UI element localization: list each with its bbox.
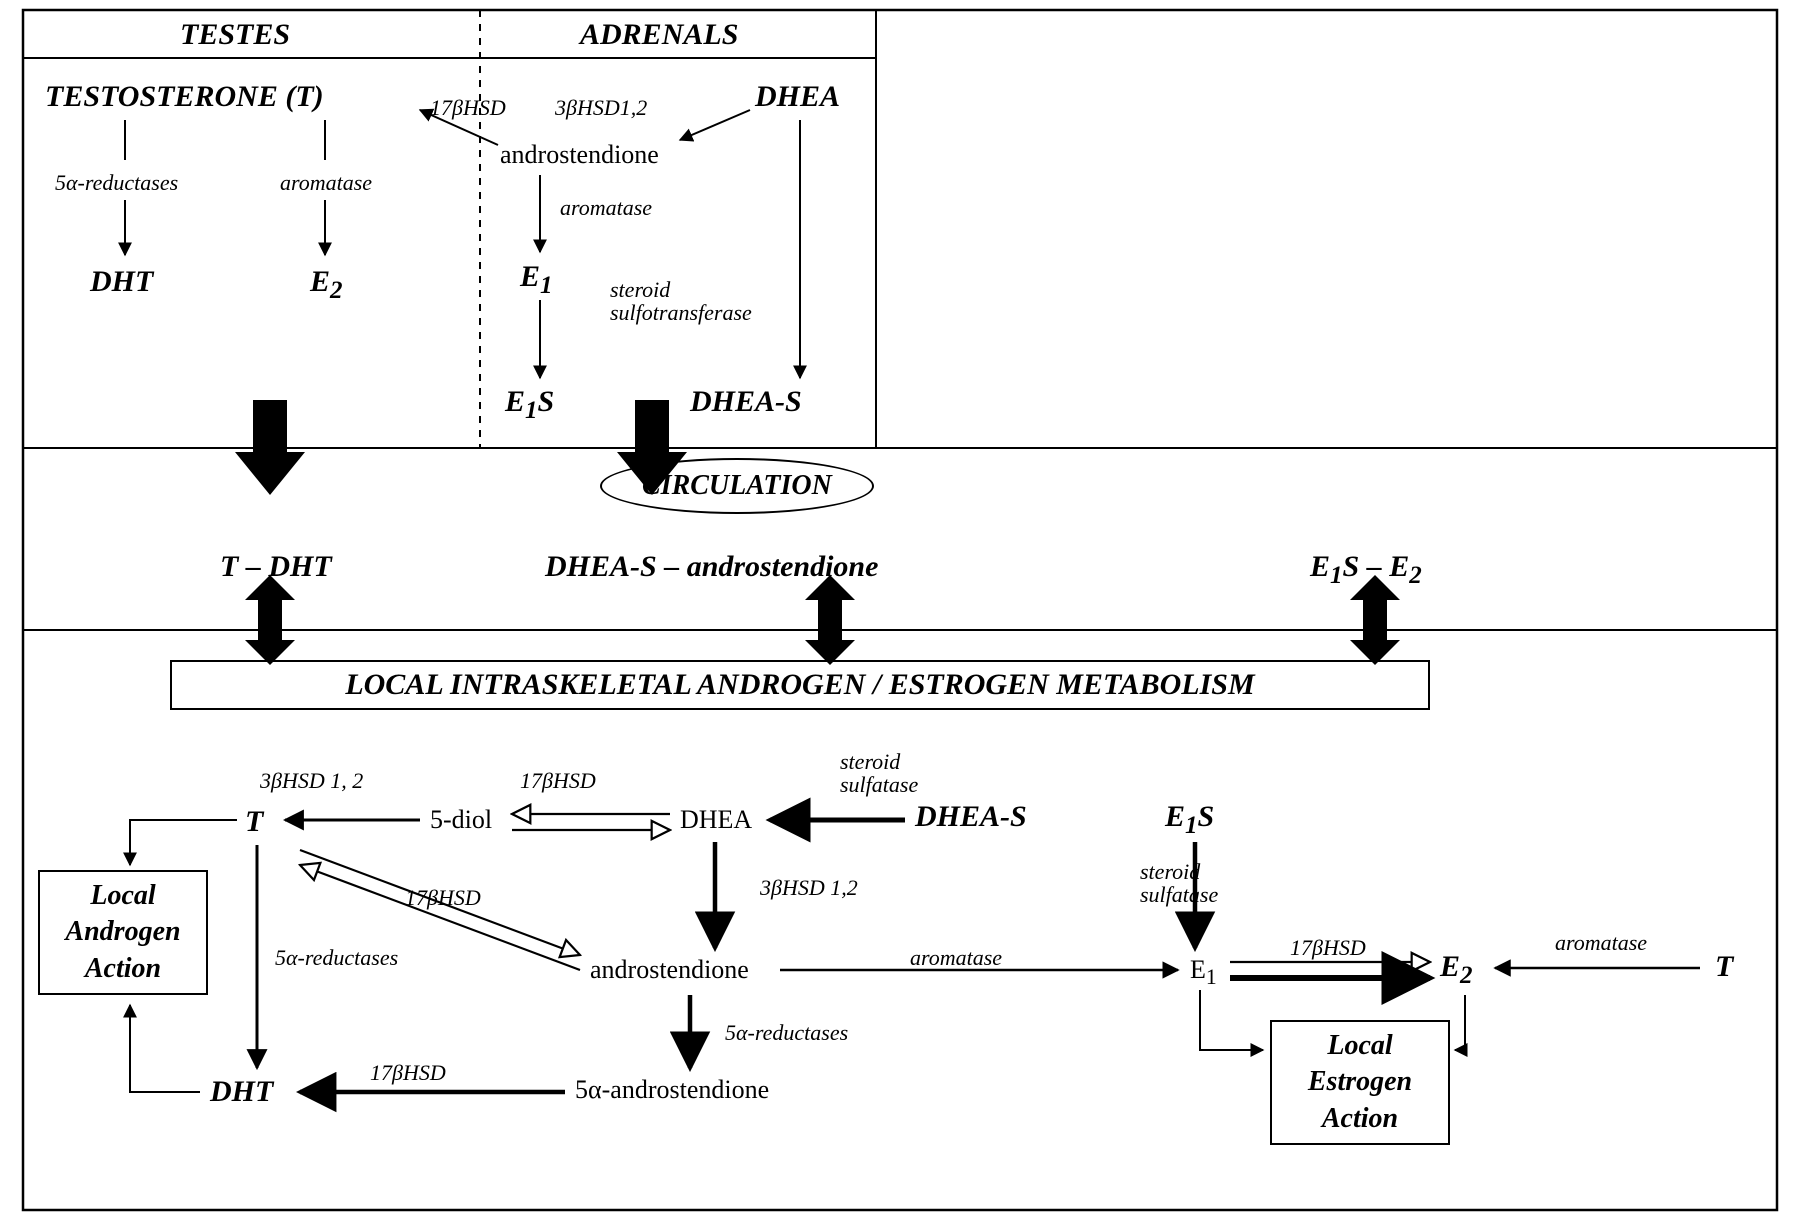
diagram-canvas: TESTES ADRENALS TESTOSTERONE (T) 5α-redu… [0,0,1800,1224]
node-t-dht: T – DHT [220,550,332,584]
enzyme-aromatase-top: aromatase [280,170,372,196]
node-t-lower: T [245,805,263,839]
node-e1s-lower: E1S [1165,800,1214,840]
node-e1-top: E1 [520,260,553,300]
node-dht-lower: DHT [210,1075,273,1109]
box-local-androgen-action: Local Androgen Action [38,870,208,995]
enzyme-3bhsd12-top: 3βHSD1,2 [555,95,647,121]
node-dheas-top: DHEA-S [690,385,802,419]
node-e2-top: E2 [310,265,343,305]
node-e2-lower: E2 [1440,950,1473,990]
double-arrow-1 [245,575,295,665]
enzyme-3bhsd-lower-left: 3βHSD 1, 2 [260,768,363,794]
enzyme-steroid-sulfatase-b: steroid sulfatase [1140,860,1218,906]
node-5diol: 5-diol [430,805,492,835]
enzyme-17bhsd-right: 17βHSD [1290,935,1366,961]
enzyme-17bhsd-top: 17βHSD [430,95,506,121]
node-5a-androstendione: 5α-androstendione [575,1075,769,1105]
enzyme-3bhsd-mid: 3βHSD 1,2 [760,875,858,901]
node-dhea-top: DHEA [755,80,840,114]
enzyme-steroid-sulfotransferase: steroid sulfotransferase [610,278,752,324]
double-arrow-2 [805,575,855,665]
enzyme-5a-reductases-mid: 5α-reductases [725,1020,848,1046]
header-testes: TESTES [180,18,290,52]
enzyme-17bhsd-diag: 17βHSD [405,885,481,911]
node-local-title: LOCAL INTRASKELETAL ANDROGEN / ESTROGEN … [170,660,1430,710]
node-circulation: CIRCULATION [600,458,874,514]
node-dheas-andro: DHEA-S – androstendione [545,550,878,584]
box-local-estrogen-action: Local Estrogen Action [1270,1020,1450,1145]
node-dht-top: DHT [90,265,153,299]
enzyme-aromatase-right: aromatase [1555,930,1647,956]
enzyme-17bhsd-bottom: 17βHSD [370,1060,446,1086]
node-androstendione-top: androstendione [500,140,659,170]
enzyme-5a-reductases-lower: 5α-reductases [275,945,398,971]
enzyme-aromatase-lower: aromatase [910,945,1002,971]
enzyme-aromatase-adrenal: aromatase [560,195,652,221]
enzyme-17bhsd-lower-a: 17βHSD [520,768,596,794]
node-testosterone: TESTOSTERONE (T) [45,80,324,114]
enzyme-5a-reductases-top: 5α-reductases [55,170,178,196]
node-androstendione-lower: androstendione [590,955,749,985]
big-arrow-left [235,400,305,495]
header-adrenals: ADRENALS [580,18,738,52]
node-e1s-e2: E1S – E2 [1310,550,1422,590]
node-e1s-top: E1S [505,385,554,425]
node-dheas-lower: DHEA-S [915,800,1027,834]
enzyme-steroid-sulfatase-a: steroid sulfatase [840,750,918,796]
node-e1-lower: E1 [1190,955,1217,990]
node-t-right: T [1715,950,1733,984]
node-dhea-lower: DHEA [680,805,752,835]
